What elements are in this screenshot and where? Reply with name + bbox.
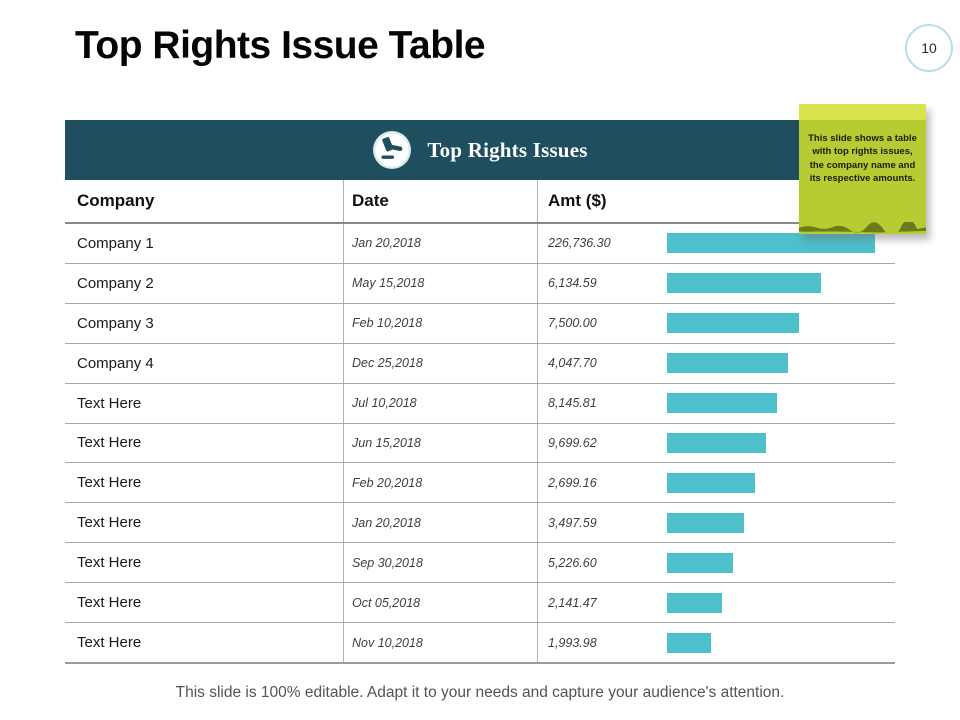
column-header-amount: Amt ($) (537, 180, 895, 222)
table-row: Text Here Oct 05,2018 2,141.47 (65, 583, 895, 624)
amount-bar (667, 233, 875, 254)
page-number: 10 (921, 40, 937, 56)
company-cell: Text Here (77, 514, 142, 532)
amount-cell-wrap: 4,047.70 (537, 343, 895, 383)
column-header-company: Company (77, 191, 155, 210)
amount-bar (667, 353, 788, 374)
amount-cell-wrap: 8,145.81 (537, 383, 895, 423)
table-header-row: Company Date Amt ($) (65, 180, 895, 224)
sticky-note-text: This slide shows a table with top rights… (799, 120, 926, 222)
company-cell: Text Here (77, 594, 142, 612)
amount-cell: 6,134.59 (548, 276, 597, 291)
company-cell: Company 3 (77, 314, 154, 332)
amount-cell: 226,736.30 (548, 236, 611, 251)
table-row: Company 4 Dec 25,2018 4,047.70 (65, 343, 895, 384)
table-row: Company 3 Feb 10,2018 7,500.00 (65, 303, 895, 344)
table-row: Text Here Nov 10,2018 1,993.98 (65, 623, 895, 662)
company-cell: Text Here (77, 474, 142, 492)
date-cell: Jan 20,2018 (343, 224, 537, 263)
rights-issues-table: Top Rights Issues Company Date Amt ($) C… (65, 120, 895, 664)
table-banner: Top Rights Issues (65, 120, 895, 180)
sticky-note-top-strip (799, 104, 926, 120)
company-cell: Company 2 (77, 274, 154, 292)
table-row: Text Here Sep 30,2018 5,226.60 (65, 543, 895, 584)
company-cell: Text Here (77, 394, 142, 412)
table-row: Text Here Feb 20,2018 2,699.16 (65, 463, 895, 504)
amount-bar (667, 313, 799, 334)
company-cell: Company 4 (77, 354, 154, 372)
amount-bar (667, 432, 766, 453)
amount-bar (667, 393, 777, 414)
table-row: Text Here Jan 20,2018 3,497.59 (65, 503, 895, 544)
amount-cell: 7,500.00 (548, 316, 597, 331)
date-cell: Dec 25,2018 (343, 343, 537, 383)
amount-bar (667, 273, 821, 294)
company-cell: Text Here (77, 434, 142, 452)
page-number-badge: 10 (905, 24, 953, 72)
sticky-note: This slide shows a table with top rights… (799, 104, 926, 234)
date-cell: Feb 20,2018 (343, 463, 537, 503)
amount-cell: 8,145.81 (548, 396, 597, 411)
company-cell: Text Here (77, 634, 142, 652)
amount-cell-wrap: 1,993.98 (537, 623, 895, 662)
amount-cell-wrap: 2,699.16 (537, 463, 895, 503)
amount-bar (667, 512, 744, 533)
table-row: Company 1 Jan 20,2018 226,736.30 (65, 224, 895, 264)
date-cell: May 15,2018 (343, 263, 537, 303)
amount-cell: 2,141.47 (548, 595, 597, 610)
table-row: Text Here Jul 10,2018 8,145.81 (65, 383, 895, 424)
amount-cell-wrap: 226,736.30 (537, 224, 895, 263)
amount-bar (667, 472, 755, 493)
date-cell: Feb 10,2018 (343, 303, 537, 343)
page-title: Top Rights Issue Table (75, 24, 486, 67)
table-rows: Company 1 Jan 20,2018 226,736.30 Company… (65, 224, 895, 664)
amount-bar (667, 592, 722, 613)
amount-cell: 4,047.70 (548, 356, 597, 371)
company-cell: Company 1 (77, 234, 154, 252)
amount-cell-wrap: 6,134.59 (537, 263, 895, 303)
amount-cell: 9,699.62 (548, 435, 597, 450)
table-banner-title: Top Rights Issues (427, 137, 588, 162)
date-cell: Nov 10,2018 (343, 623, 537, 662)
amount-bar (667, 552, 733, 573)
amount-cell-wrap: 2,141.47 (537, 583, 895, 623)
amount-cell: 1,993.98 (548, 635, 597, 650)
date-cell: Jun 15,2018 (343, 423, 537, 463)
date-cell: Sep 30,2018 (343, 543, 537, 583)
amount-cell: 2,699.16 (548, 475, 597, 490)
amount-cell-wrap: 5,226.60 (537, 543, 895, 583)
table-row: Company 2 May 15,2018 6,134.59 (65, 263, 895, 304)
amount-bar (667, 632, 711, 653)
footer-text: This slide is 100% editable. Adapt it to… (175, 684, 785, 701)
date-cell: Jan 20,2018 (343, 503, 537, 543)
date-cell: Jul 10,2018 (343, 383, 537, 423)
sticky-note-torn-edge (799, 222, 926, 234)
amount-cell-wrap: 3,497.59 (537, 503, 895, 543)
amount-cell: 3,497.59 (548, 515, 597, 530)
table-row: Text Here Jun 15,2018 9,699.62 (65, 423, 895, 464)
amount-cell-wrap: 9,699.62 (537, 423, 895, 463)
amount-cell-wrap: 7,500.00 (537, 303, 895, 343)
amount-cell: 5,226.60 (548, 555, 597, 570)
date-cell: Oct 05,2018 (343, 583, 537, 623)
gavel-icon (372, 130, 412, 170)
company-cell: Text Here (77, 554, 142, 572)
column-header-date: Date (343, 180, 537, 222)
